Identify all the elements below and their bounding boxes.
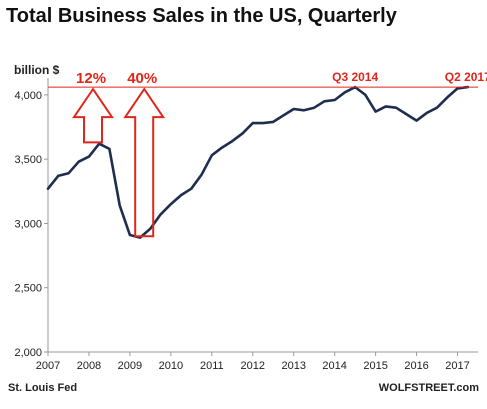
x-tick-label: 2011 <box>200 360 224 372</box>
x-tick-label: 2015 <box>363 360 387 372</box>
annotations: Q3 2014 Q2 2017 12% 40% <box>48 70 487 238</box>
y-tick-label: 4,000 <box>14 90 42 102</box>
credit-label: WOLFSTREET.com <box>378 382 479 394</box>
x-tick-label: 2007 <box>36 360 60 372</box>
percent-label: 40% <box>127 70 157 87</box>
x-tick-label: 2014 <box>322 360 346 372</box>
percent-arrow <box>72 87 114 144</box>
y-tick-label: 2,000 <box>14 347 42 359</box>
percent-label: 12% <box>76 70 106 87</box>
x-tick-label: 2008 <box>77 360 101 372</box>
x-tick-label: 2017 <box>445 360 469 372</box>
y-tick-label: 3,500 <box>14 154 42 166</box>
plot-area <box>46 85 470 239</box>
x-tick-label: 2009 <box>118 360 142 372</box>
reference-line-label: Q3 2014 <box>332 70 378 84</box>
reference-line-label: Q2 2017 <box>445 70 487 84</box>
y-tick-label: 3,000 <box>14 218 42 230</box>
x-tick-label: 2013 <box>281 360 305 372</box>
x-tick-label: 2010 <box>159 360 183 372</box>
x-tick-label: 2016 <box>404 360 428 372</box>
x-tick-label: 2012 <box>241 360 265 372</box>
source-label: St. Louis Fed <box>8 382 78 394</box>
axes: 2,000 2,500 3,000 3,500 4,000 2007 2008 2009 201… <box>14 78 478 372</box>
percent-arrow <box>123 87 166 238</box>
y-tick-label: 2,500 <box>14 283 42 295</box>
series-line <box>46 85 470 239</box>
chart-title: Total Business Sales in the US, Quarterl… <box>6 5 397 27</box>
y-axis-unit-label: billion $ <box>14 63 60 77</box>
